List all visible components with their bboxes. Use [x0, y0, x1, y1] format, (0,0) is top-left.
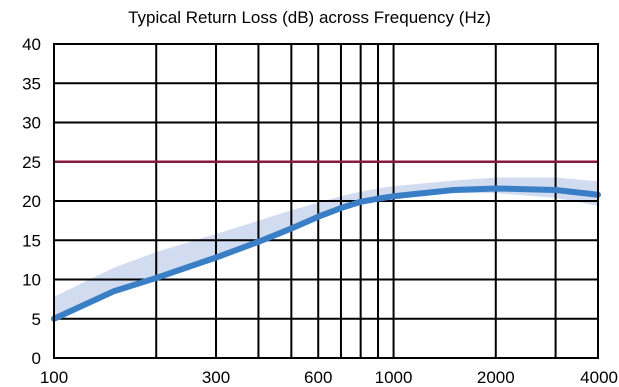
- x-tick-label-600: 600: [304, 368, 332, 387]
- x-tick-label-1000: 1000: [375, 368, 413, 387]
- x-tick-label-4000: 4000: [580, 368, 618, 387]
- x-tick-label-100: 100: [40, 368, 68, 387]
- series-line-0: [51, 185, 601, 322]
- y-tick-label-40: 40: [22, 35, 41, 54]
- y-tick-label-10: 10: [22, 271, 41, 290]
- plot-border: [53, 43, 599, 359]
- y-tick-label-30: 30: [22, 114, 41, 133]
- x-tick-label-2000: 2000: [477, 368, 515, 387]
- y-tick-label-25: 25: [22, 153, 41, 172]
- y-tick-label-15: 15: [22, 231, 41, 250]
- y-tick-label-20: 20: [22, 192, 41, 211]
- y-tick-label-5: 5: [32, 310, 41, 329]
- y-tick-label-35: 35: [22, 74, 41, 93]
- chart-title: Typical Return Loss (dB) across Frequenc…: [128, 8, 491, 27]
- y-tick-label-0: 0: [32, 349, 41, 368]
- x-tick-label-300: 300: [202, 368, 230, 387]
